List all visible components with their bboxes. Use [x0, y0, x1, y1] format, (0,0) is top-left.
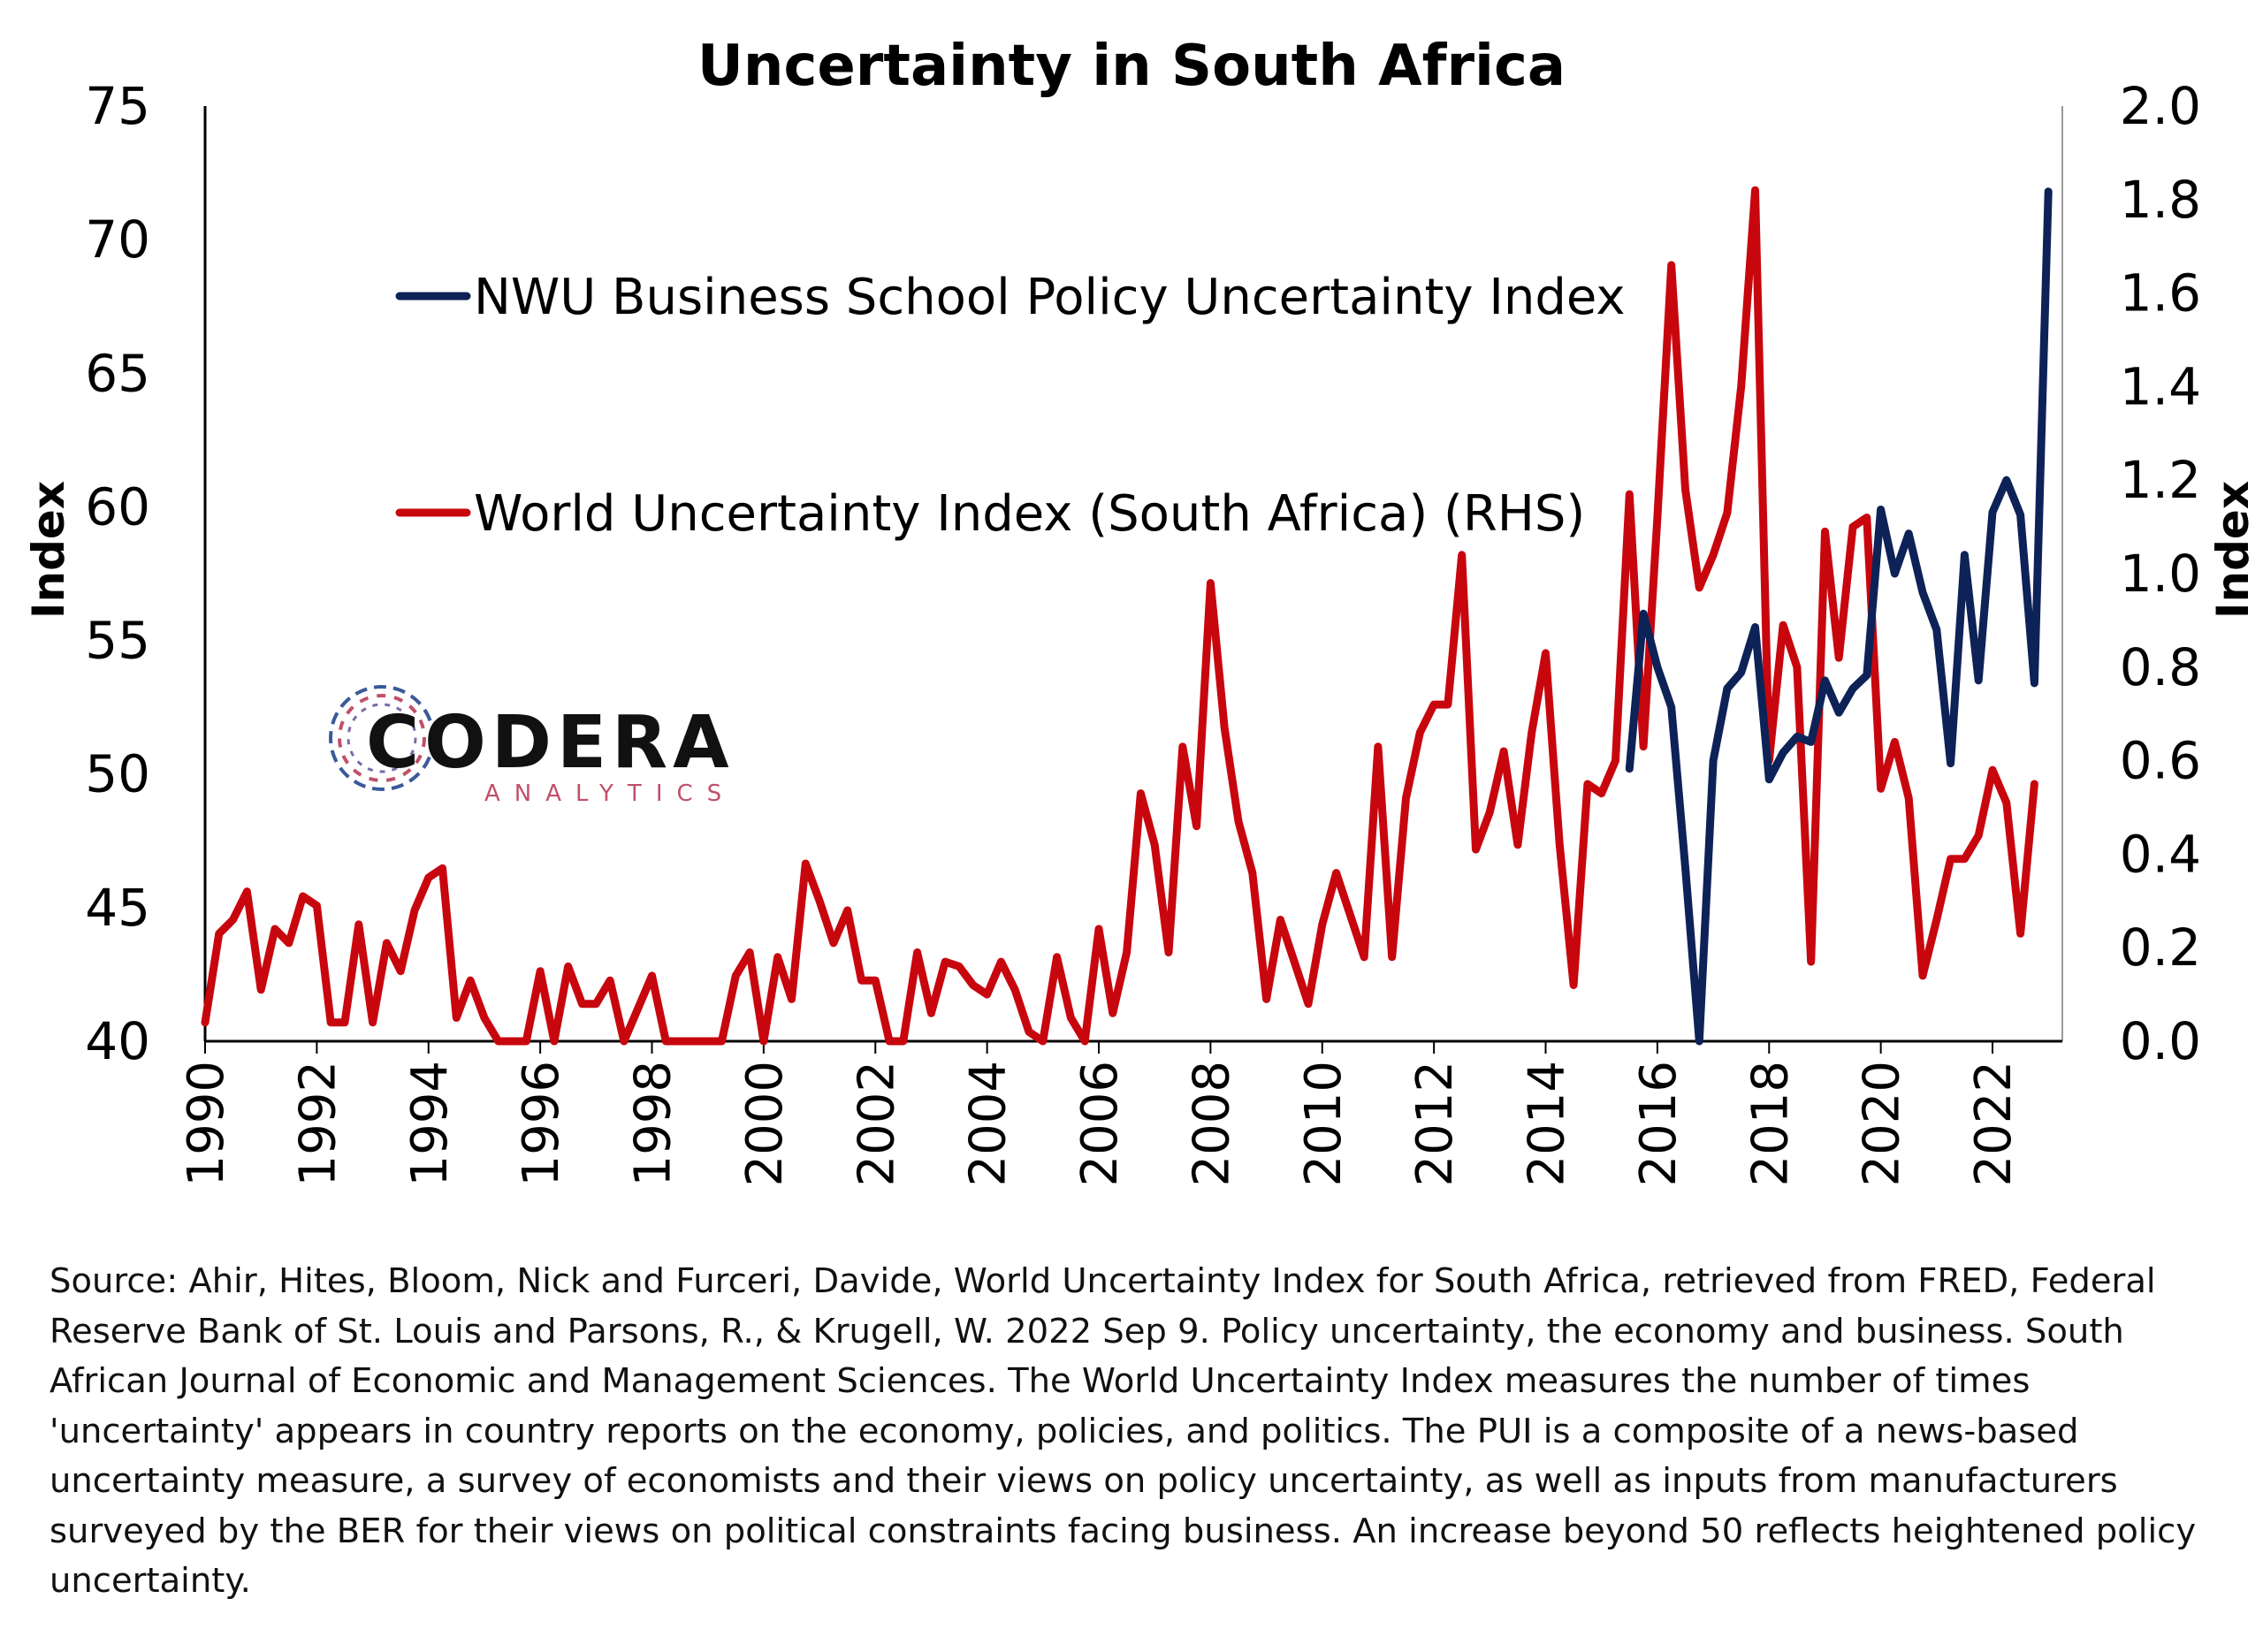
x-tick-label: 2002 — [848, 1061, 905, 1187]
y-tick-label: 55 — [85, 611, 150, 671]
y-tick-label: 70 — [85, 209, 150, 270]
y2-tick-label: 0.6 — [2120, 731, 2201, 791]
y-tick-label: 40 — [85, 1011, 150, 1071]
y-tick-label: 45 — [85, 878, 150, 938]
y2-tick-label: 0.8 — [2120, 637, 2201, 697]
x-tick-label: 1994 — [401, 1061, 459, 1187]
series-lines — [201, 186, 2053, 1046]
chart: Uncertainty in South Africa 40 45 50 55 60 65… — [23, 34, 2259, 1187]
x-tick-label: 1990 — [178, 1061, 235, 1187]
x-tick-label: 2014 — [1519, 1061, 1576, 1187]
y2-tick-label: 1.4 — [2120, 356, 2201, 416]
codera-logo: CODERA ANALYTICS — [329, 685, 735, 807]
x-tick-label: 2004 — [960, 1061, 1017, 1187]
x-tick-label: 1992 — [289, 1061, 347, 1187]
x-tick-label: 2020 — [1854, 1061, 1911, 1187]
x-tick-label: 2006 — [1071, 1061, 1129, 1187]
logo-ring-icon — [329, 685, 435, 791]
x-axis-ticks: 1990 1992 1994 1996 1998 2000 2002 2004 2006 2008… — [178, 1041, 2023, 1187]
world-uncertainty-line — [201, 186, 2038, 1046]
right-axis-ticks: 0.0 0.2 0.4 0.6 0.8 1.0 1.2 1.4 1.6 1.8 2.0 — [2120, 76, 2201, 1071]
y2-tick-label: 1.6 — [2120, 263, 2201, 324]
x-tick-label: 2022 — [1965, 1061, 2023, 1187]
left-axis-title: Index — [23, 481, 74, 619]
y-tick-label: 65 — [85, 343, 150, 403]
x-tick-label: 2016 — [1630, 1061, 1688, 1187]
x-tick-label: 2008 — [1183, 1061, 1240, 1187]
policy-uncertainty-line — [1625, 187, 2053, 1046]
left-axis-ticks: 40 45 50 55 60 65 70 75 — [85, 76, 150, 1071]
y-tick-label: 60 — [85, 476, 150, 537]
x-tick-label: 2012 — [1406, 1061, 1464, 1187]
legend-label: World Uncertainty Index (South Africa) (… — [474, 485, 1585, 543]
y-tick-label: 75 — [85, 76, 150, 136]
logo-subtitle: ANALYTICS — [484, 780, 735, 807]
y2-tick-label: 0.2 — [2120, 917, 2201, 978]
y2-tick-label: 2.0 — [2120, 76, 2201, 136]
x-tick-label: 1998 — [625, 1061, 682, 1187]
logo-name: CODERA — [366, 701, 735, 785]
x-tick-label: 2000 — [736, 1061, 794, 1187]
y2-tick-label: 1.0 — [2120, 544, 2201, 604]
y2-tick-label: 0.0 — [2120, 1011, 2201, 1071]
y-tick-label: 50 — [85, 744, 150, 804]
y2-tick-label: 1.2 — [2120, 450, 2201, 510]
chart-title: Uncertainty in South Africa — [697, 34, 1566, 99]
legend-label: NWU Business School Policy Uncertainty I… — [474, 269, 1626, 326]
x-tick-label: 1996 — [513, 1061, 570, 1187]
y2-tick-label: 0.4 — [2120, 824, 2201, 884]
legend: NWU Business School Policy Uncertainty I… — [395, 269, 1626, 543]
x-tick-label: 2010 — [1295, 1061, 1352, 1187]
source-note: Source: Ahir, Hites, Bloom, Nick and Fur… — [50, 1261, 2197, 1601]
y2-tick-label: 1.8 — [2120, 170, 2201, 230]
right-axis-title: Index — [2207, 481, 2259, 619]
x-tick-label: 2018 — [1741, 1061, 1799, 1187]
